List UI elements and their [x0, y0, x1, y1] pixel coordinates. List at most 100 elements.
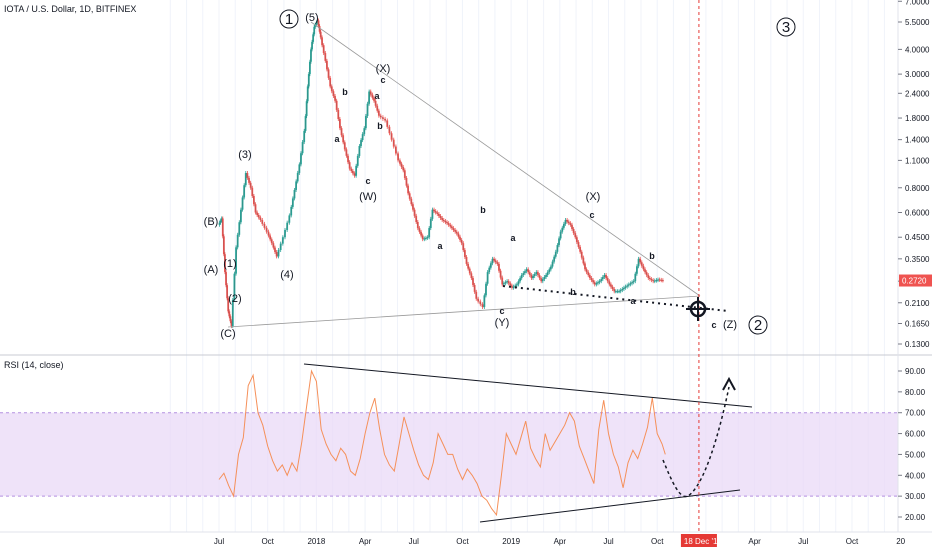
price-tick-label[interactable]: 1.1000 [905, 156, 930, 165]
rsi-tick-label[interactable]: 70.00 [905, 409, 926, 418]
wave-label-X-first[interactable]: (X) [376, 63, 391, 75]
price-tick-label[interactable]: 0.4500 [905, 233, 930, 242]
candle-body [306, 86, 309, 102]
wave-label-B[interactable]: (B) [204, 216, 219, 228]
circled-wave-1[interactable]: 1 [279, 9, 299, 29]
subwave-c-3[interactable]: c [499, 306, 504, 316]
time-axis-label[interactable]: 2019 [502, 537, 520, 546]
candle-body [537, 272, 539, 276]
price-tick-label[interactable]: 5.5000 [905, 18, 930, 27]
time-axis-label[interactable]: Oct [651, 537, 664, 546]
wave-label-Z[interactable]: (Z) [723, 319, 737, 331]
rsi-lower-trendline[interactable] [479, 489, 741, 523]
price-tick-label[interactable]: 1.4000 [905, 136, 930, 145]
candle-body [243, 185, 246, 198]
candle-body [527, 269, 530, 273]
wave-label-1[interactable]: (1) [223, 258, 236, 270]
time-axis-label[interactable]: Oct [456, 537, 469, 546]
time-axis-label[interactable]: 2018 [307, 537, 325, 546]
rsi-tick-label[interactable]: 60.00 [905, 430, 926, 439]
target-crosshair-icon[interactable] [686, 297, 710, 321]
wave-label-4[interactable]: (4) [280, 269, 293, 281]
subwave-c-2[interactable]: c [380, 75, 385, 85]
subwave-b-5[interactable]: b [649, 251, 655, 261]
subwave-c-5[interactable]: c [711, 320, 716, 330]
wave-label-X-second[interactable]: (X) [586, 191, 601, 203]
time-axis-label[interactable]: Apr [359, 537, 372, 546]
subwave-a-5[interactable]: a [630, 296, 636, 306]
rsi-tick-label[interactable]: 40.00 [905, 471, 926, 480]
upper-triangle-trendline[interactable] [310, 21, 701, 297]
subwave-c-1[interactable]: c [365, 176, 370, 186]
price-tick-label[interactable]: 0.6000 [905, 208, 930, 217]
candle-body [307, 74, 310, 87]
subwave-b-4[interactable]: b [570, 287, 576, 297]
candle-body [598, 281, 601, 283]
rsi-tick-label[interactable]: 20.00 [905, 513, 926, 522]
candle-body [291, 198, 294, 207]
rsi-series-line [218, 369, 666, 517]
candle-body [379, 115, 382, 118]
time-axis-labels[interactable]: Jul Oct 2018 Apr Jul Oct 2019 Apr Jul Oct Apr Jul Oc… [214, 537, 906, 546]
subwave-a-1[interactable]: a [334, 134, 340, 144]
circled-wave-2[interactable]: 2 [748, 315, 768, 335]
candle-body [629, 283, 632, 285]
candle-body [473, 284, 476, 292]
time-axis-label[interactable]: Jul [798, 537, 808, 546]
wave-label-5[interactable]: (5) [305, 12, 318, 24]
price-tick-label[interactable]: 0.8000 [905, 184, 930, 193]
time-axis-label[interactable]: Jul [214, 537, 224, 546]
rsi-tick-label[interactable]: 30.00 [905, 492, 926, 501]
rsi-axis-ticks[interactable]: 90.00 80.00 70.00 60.00 50.00 40.00 30.00 20.00 [898, 367, 926, 522]
subwave-b-2[interactable]: b [377, 121, 383, 131]
time-axis-label[interactable]: Oct [846, 537, 859, 546]
time-axis-label[interactable]: Apr [554, 537, 567, 546]
price-tick-label[interactable]: 7.0000 [905, 0, 930, 6]
wave-label-2[interactable]: (2) [228, 293, 241, 305]
rsi-projection-curve[interactable] [662, 386, 730, 498]
price-tick-label[interactable]: 0.1300 [905, 340, 930, 349]
time-axis-label[interactable]: Apr [748, 537, 761, 546]
subwave-b-1[interactable]: b [342, 87, 348, 97]
lower-triangle-trendline[interactable] [227, 295, 701, 328]
rsi-tick-label[interactable]: 80.00 [905, 388, 926, 397]
candle-body [468, 268, 471, 274]
candle-body [522, 273, 525, 276]
price-tick-label[interactable]: 0.2100 [905, 299, 930, 308]
rsi-tick-label[interactable]: 90.00 [905, 367, 926, 376]
candle-body [284, 229, 286, 238]
candle-body [566, 219, 569, 222]
candle-body [582, 257, 585, 264]
rsi-upper-trendline[interactable] [303, 363, 753, 408]
wave-label-Y[interactable]: (Y) [495, 317, 510, 329]
candle-body [233, 273, 236, 300]
time-axis-label[interactable]: 20 [896, 537, 905, 546]
time-axis-label[interactable]: Jul [409, 537, 419, 546]
rsi-tick-label[interactable]: 50.00 [905, 450, 926, 459]
subwave-a-4[interactable]: a [510, 233, 516, 243]
price-axis-ticks[interactable]: 7.0000 5.5000 4.0000 3.0000 2.4000 1.8000 1.40… [898, 0, 930, 349]
price-tick-label[interactable]: 4.0000 [905, 45, 930, 54]
subwave-c-4[interactable]: c [589, 210, 594, 220]
subwave-a-3[interactable]: a [437, 241, 443, 251]
price-tick-label[interactable]: 2.4000 [905, 89, 930, 98]
wave-label-A[interactable]: (A) [204, 264, 219, 276]
subwave-a-2[interactable]: a [374, 91, 380, 101]
circled-wave-3[interactable]: 3 [776, 17, 796, 37]
candle-body [226, 285, 229, 299]
time-axis-label[interactable]: Oct [261, 537, 274, 546]
wave-label-C[interactable]: (C) [220, 328, 235, 340]
wave-label-W[interactable]: (W) [359, 191, 377, 203]
indicator-title[interactable]: RSI (14, close) [4, 360, 64, 370]
time-axis-label[interactable]: Jul [603, 537, 613, 546]
price-tick-label[interactable]: 1.8000 [905, 114, 930, 123]
dotted-c-wave-trendline[interactable] [502, 285, 729, 312]
subwave-b-3[interactable]: b [480, 205, 486, 215]
candle-body [421, 235, 424, 240]
candle-body [554, 251, 557, 257]
candle-body [431, 209, 434, 219]
price-tick-label[interactable]: 0.1650 [905, 320, 930, 329]
wave-label-3[interactable]: (3) [238, 149, 251, 161]
price-tick-label[interactable]: 3.0000 [905, 70, 930, 79]
price-tick-label[interactable]: 0.3500 [905, 255, 930, 264]
